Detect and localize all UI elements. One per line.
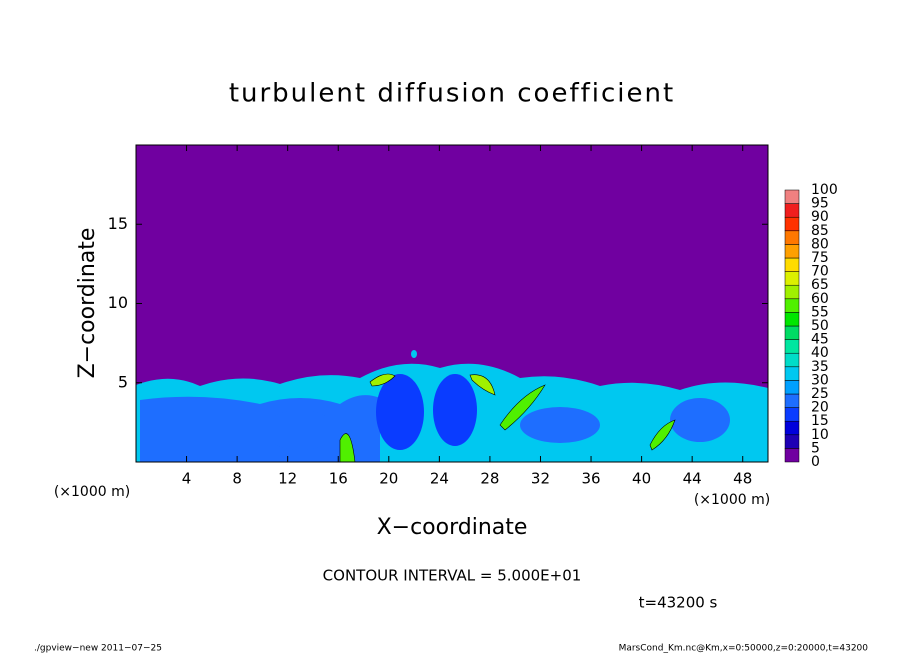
colorbar-swatch <box>784 407 800 422</box>
x-tick-label: 20 <box>379 470 398 488</box>
colorbar-swatch <box>784 352 800 368</box>
colorbar-swatch <box>784 434 800 449</box>
colorbar-swatch <box>784 271 800 286</box>
colorbar-swatch <box>784 230 800 245</box>
x-tick-label: 36 <box>581 470 600 488</box>
colorbar-label: 80 <box>811 236 829 252</box>
x-tick-label: 48 <box>733 470 752 488</box>
y-tick-label: 15 <box>108 214 128 233</box>
x-axis-label: X−coordinate <box>377 515 528 540</box>
x-tick-label: 28 <box>480 470 499 488</box>
colorbar-label: 100 <box>811 182 838 198</box>
colorbar-swatch <box>784 284 800 300</box>
footer-right: MarsCond_Km.nc@Km,x=0:50000,z=0:20000,t=… <box>619 644 869 654</box>
contour-interval: CONTOUR INTERVAL = 5.000E+01 <box>323 567 582 585</box>
colorbar-label: 70 <box>811 264 829 280</box>
colorbar-swatch <box>784 244 800 259</box>
colorbar-swatch <box>784 312 800 327</box>
colorbar-swatch <box>784 448 800 463</box>
x-tick-label: 40 <box>632 470 651 488</box>
colorbar-label: 10 <box>811 427 829 443</box>
colorbar-label: 45 <box>811 332 829 348</box>
y-axis-label: Z−coordinate <box>75 228 100 379</box>
colorbar-swatch <box>784 257 800 272</box>
colorbar-label: 65 <box>811 277 829 293</box>
colorbar-swatch <box>784 216 800 232</box>
x-tick-label: 44 <box>683 470 702 488</box>
colorbar-label: 95 <box>811 196 829 212</box>
colorbar-label: 25 <box>811 386 829 402</box>
x-tick-label: 32 <box>531 470 550 488</box>
colorbar-label: 90 <box>811 209 829 225</box>
y-tick-label: 10 <box>108 293 128 312</box>
colorbar-swatch <box>784 420 800 436</box>
colorbar-swatch <box>784 366 800 381</box>
x-unit-right: (×1000 m) <box>694 492 770 508</box>
colorbar-label: 75 <box>811 250 829 266</box>
footer-left: ./gpview−new 2011−07−25 <box>34 644 162 654</box>
colorbar-label: 85 <box>811 223 829 239</box>
x-tick-label: 24 <box>430 470 449 488</box>
colorbar-label: 5 <box>811 440 820 456</box>
time-label: t=43200 s <box>639 594 718 612</box>
colorbar-label: 15 <box>811 413 829 429</box>
colorbar-swatch <box>784 380 800 395</box>
colorbar-label: 55 <box>811 304 829 320</box>
colorbar-label: 50 <box>811 318 829 334</box>
field-approximation <box>136 350 768 462</box>
colorbar-label: 40 <box>811 345 829 361</box>
y-tick-label: 5 <box>118 372 128 391</box>
colorbar-label: 60 <box>811 291 829 307</box>
x-unit-left: (×1000 m) <box>54 484 130 500</box>
colorbar-label: 0 <box>811 454 820 470</box>
colorbar-swatch <box>784 393 800 408</box>
colorbar-label: 30 <box>811 372 829 388</box>
x-tick-label: 16 <box>329 470 348 488</box>
chart-title: turbulent diffusion coefficient <box>229 79 675 109</box>
colorbar-label: 35 <box>811 359 829 375</box>
colorbar-swatch <box>784 325 800 340</box>
colorbar-swatch <box>784 189 800 204</box>
x-tick-label: 12 <box>278 470 297 488</box>
colorbar-label: 20 <box>811 400 829 416</box>
colorbar-swatch <box>784 203 800 218</box>
x-tick-label: 4 <box>182 470 192 488</box>
colorbar-swatch <box>784 298 800 313</box>
colorbar-swatch <box>784 339 800 354</box>
x-tick-label: 8 <box>232 470 242 488</box>
